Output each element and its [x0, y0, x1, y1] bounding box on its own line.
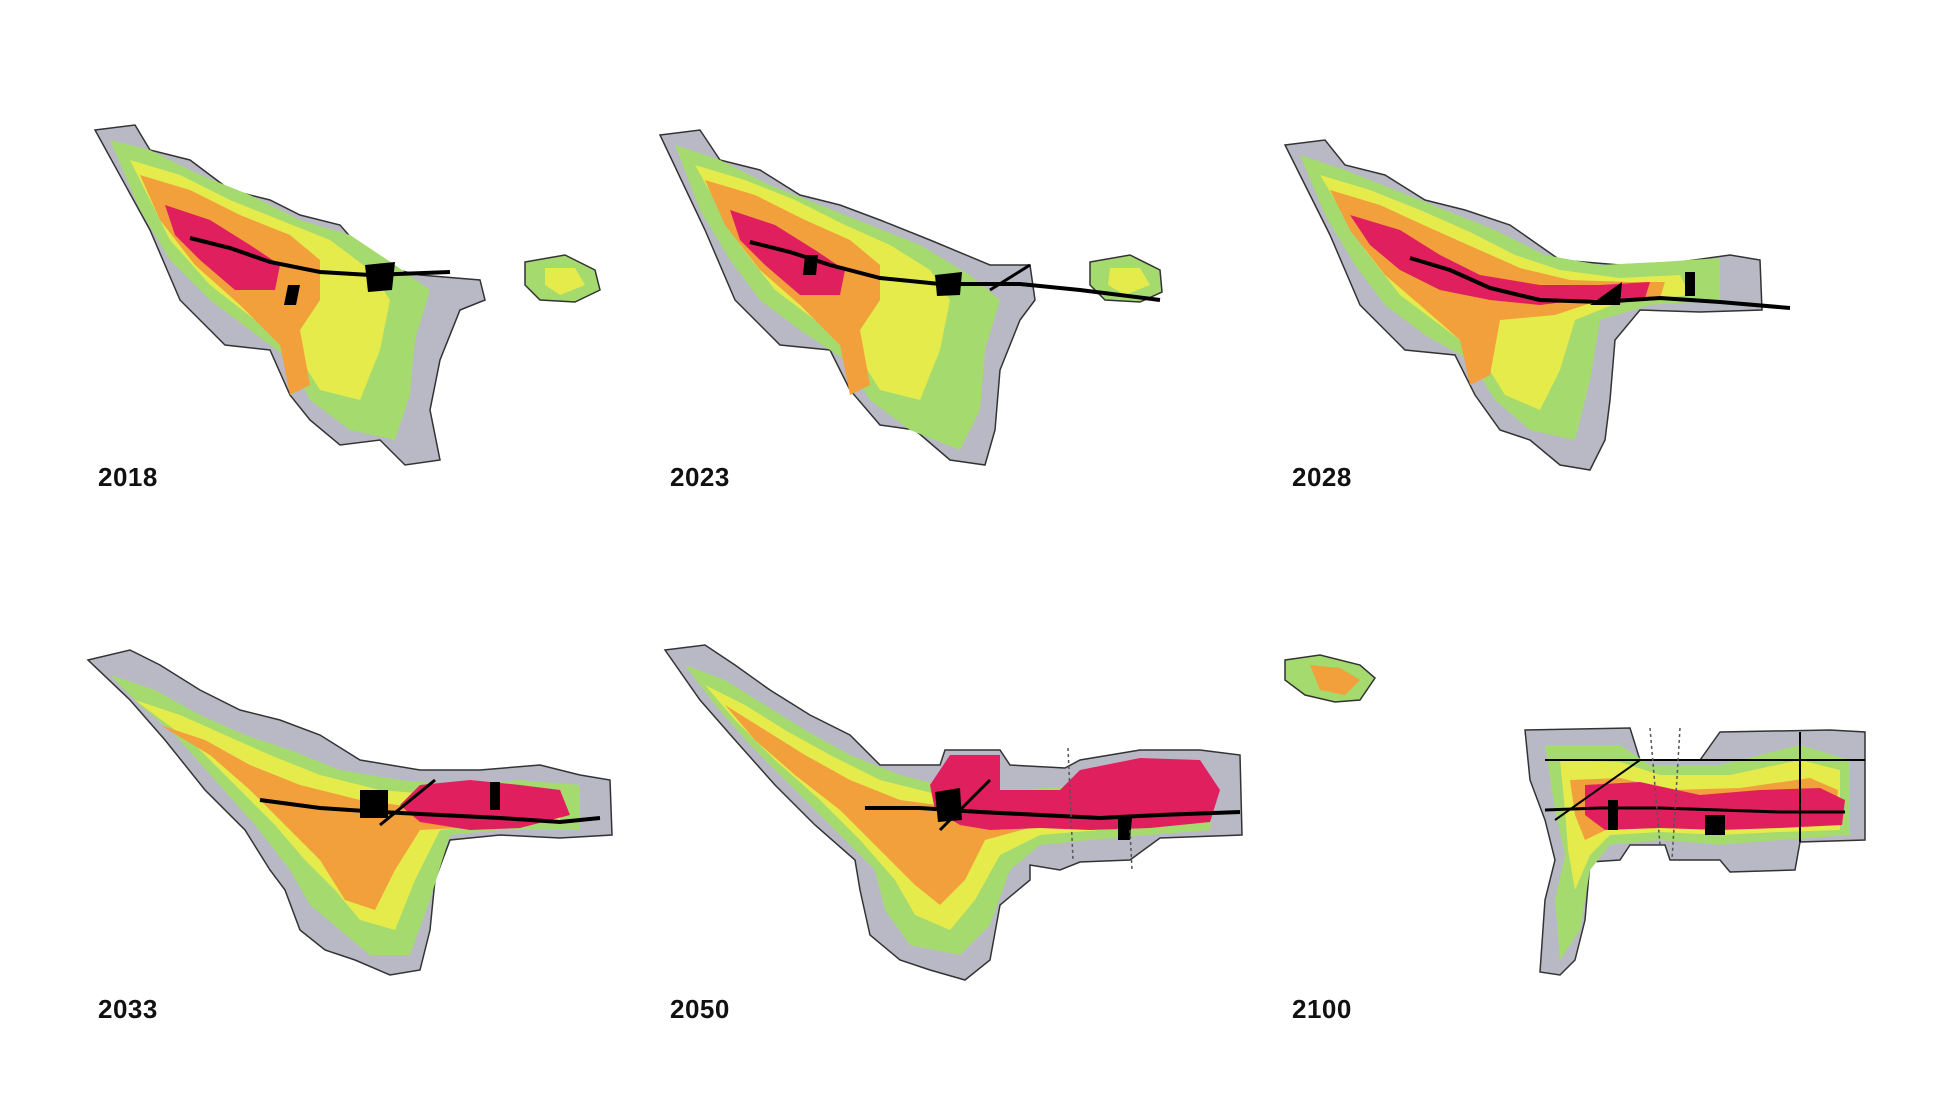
transit-branch — [989, 263, 1031, 292]
transit-line — [1544, 806, 1845, 814]
transit-branch — [1554, 759, 1641, 821]
transit-branch — [379, 778, 436, 827]
station-block — [490, 782, 500, 810]
planned-line — [1067, 747, 1074, 861]
density-blob — [658, 129, 1163, 466]
year-label: 2100 — [1292, 994, 1352, 1024]
station-block — [1608, 800, 1618, 830]
station-block — [1118, 818, 1132, 840]
transit-line — [1409, 256, 1791, 310]
station-block — [935, 788, 962, 822]
transit-line — [865, 806, 1241, 821]
station-block — [803, 255, 818, 275]
station-block — [284, 285, 300, 305]
station-block — [360, 790, 388, 818]
station-block — [365, 262, 395, 292]
planned-line — [1649, 727, 1661, 846]
station-block — [1705, 815, 1725, 835]
density-blob — [86, 649, 613, 976]
year-label: 2018 — [98, 462, 158, 492]
year-label: 2050 — [670, 994, 730, 1024]
planned-line — [1671, 727, 1681, 861]
year-label: 2033 — [98, 994, 158, 1024]
station-block — [935, 272, 962, 296]
transit-branch — [938, 778, 992, 832]
year-label: 2023 — [670, 462, 730, 492]
transit-line — [749, 240, 1161, 302]
year-label: 2028 — [1292, 462, 1352, 492]
density-blob — [1284, 654, 1866, 976]
station-block — [1685, 272, 1695, 296]
planned-line — [1129, 829, 1133, 871]
transit-line — [259, 798, 601, 825]
station-block — [1590, 282, 1622, 305]
